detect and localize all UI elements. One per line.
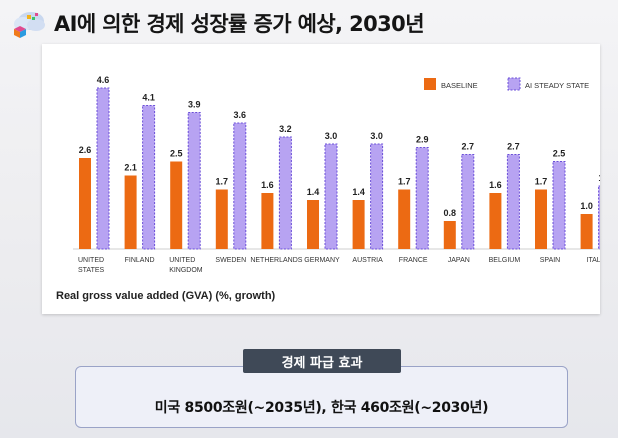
x-tick-label: UNITED: [169, 257, 195, 264]
x-tick-label: SWEDEN: [215, 257, 246, 264]
baseline-bar: [535, 189, 547, 249]
data-label: 2.6: [79, 145, 92, 155]
data-label: 1.7: [216, 177, 229, 187]
x-tick-label: STATES: [78, 267, 105, 274]
ai-steady-state-bar: [324, 143, 338, 250]
x-tick-label: KINGDOM: [169, 267, 203, 274]
baseline-bar: [489, 193, 502, 249]
header: AI에 의한 경제 성장률 증가 예상, 2030년: [8, 6, 425, 40]
data-label: 1.4: [352, 187, 365, 197]
ai-steady-state-bar: [598, 185, 600, 250]
data-label: 4.1: [142, 93, 155, 103]
ai-steady-state-bar: [370, 143, 384, 250]
x-tick-label: AUSTRIA: [352, 257, 383, 264]
bar-chart: 2.6 4.6 UNITED STATES 2.1 4.1 FINLAND 2.5 3.9 UNI…: [56, 75, 600, 302]
x-tick-label: ITALY: [586, 257, 600, 264]
ai-steady-state-bar: [415, 147, 429, 250]
data-label: 2.1: [124, 163, 137, 173]
data-label: 4.6: [97, 75, 110, 85]
data-label: 3.0: [325, 131, 338, 141]
data-label: 3.6: [234, 110, 247, 120]
legend-label: AI STEADY STATE: [525, 81, 589, 90]
ai-steady-state-bar: [506, 154, 520, 250]
page-title: AI에 의한 경제 성장률 증가 예상, 2030년: [54, 12, 425, 36]
data-label: 3.2: [279, 124, 292, 134]
data-label: 1.0: [580, 201, 593, 211]
x-tick-label: UNITED: [78, 257, 104, 264]
x-tick-label: FRANCE: [399, 257, 428, 264]
baseline-bar: [215, 189, 228, 249]
x-tick-label: SPAIN: [540, 257, 561, 264]
data-label: 3.9: [188, 100, 201, 110]
ai-steady-state-bar: [278, 136, 292, 250]
ai-steady-state-bar: [96, 87, 110, 250]
data-label: 0.8: [444, 208, 457, 218]
x-tick-label: BELGIUM: [489, 257, 521, 264]
data-label: 2.5: [170, 149, 183, 159]
x-tick-label: GERMANY: [304, 257, 340, 264]
x-tick-label: FINLAND: [125, 257, 155, 264]
legend-label: BASELINE: [441, 81, 478, 90]
data-label: 2.5: [553, 149, 566, 159]
data-label: 1.7: [535, 177, 548, 187]
ai-steady-state-bar: [233, 122, 247, 250]
data-label: 2.7: [507, 142, 520, 152]
cloud-cube-logo-icon: [8, 7, 48, 39]
baseline-bar: [307, 200, 319, 249]
baseline-bar: [261, 193, 274, 249]
data-label: 2.7: [462, 142, 475, 152]
baseline-bar: [124, 175, 137, 249]
ai-steady-state-bar: [187, 112, 201, 250]
legend-swatch-baseline: [424, 78, 436, 90]
economic-effect-text: 미국 8500조원(~2035년), 한국 460조원(~2030년): [154, 400, 489, 416]
ai-steady-state-bar: [552, 161, 566, 250]
baseline-bar: [79, 158, 91, 249]
economic-effect-banner: 경제 파급 효과: [243, 349, 401, 373]
baseline-bar: [170, 161, 183, 249]
data-label: 1.6: [261, 180, 274, 190]
chart-card: 2.6 4.6 UNITED STATES 2.1 4.1 FINLAND 2.5 3.9 UNI…: [42, 44, 600, 314]
x-tick-label: JAPAN: [448, 257, 470, 264]
legend-swatch-ai: [507, 77, 521, 91]
data-label: 1.8: [598, 173, 600, 183]
baseline-bar: [352, 200, 365, 249]
baseline-bar: [580, 214, 593, 249]
data-label: 1.4: [307, 187, 320, 197]
data-label: 1.6: [489, 180, 502, 190]
x-tick-label: NETHERLANDS: [250, 257, 302, 264]
ai-steady-state-bar: [142, 105, 156, 250]
baseline-bar: [398, 189, 411, 249]
economic-effect-box: 미국 8500조원(~2035년), 한국 460조원(~2030년): [75, 366, 568, 428]
data-label: 2.9: [416, 135, 429, 145]
data-label: 1.7: [398, 177, 411, 187]
ai-steady-state-bar: [461, 154, 475, 250]
baseline-bar: [443, 221, 456, 249]
chart-title: Real gross value added (GVA) (%, growth): [56, 290, 276, 302]
data-label: 3.0: [370, 131, 383, 141]
